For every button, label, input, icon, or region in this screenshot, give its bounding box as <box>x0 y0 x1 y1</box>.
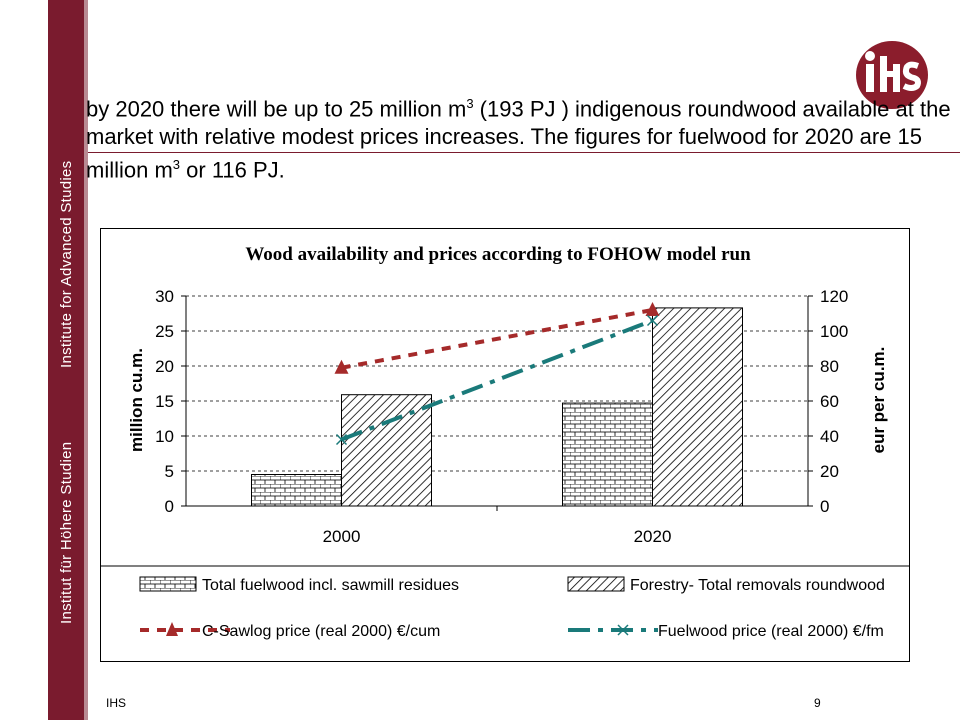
x-tick-label: 2020 <box>634 527 672 546</box>
fuelwood-price-line <box>340 318 654 442</box>
y2-tick-label: 40 <box>820 427 839 446</box>
y-tick-label: 10 <box>155 427 174 446</box>
bar-roundwood-2000 <box>341 394 432 507</box>
footer-label: IHS <box>106 696 127 710</box>
header-divider <box>88 152 960 153</box>
legend-label: Fuelwood price (real 2000) €/fm <box>658 623 884 640</box>
y-tick-label: 5 <box>165 462 174 481</box>
fuelwood-price-marker <box>335 433 348 446</box>
x-tick-label: 2000 <box>323 527 361 546</box>
y-tick-label: 20 <box>155 357 174 376</box>
axes: 0 5 10 15 20 25 30 0 20 40 60 80 100 120 2000 2020 <box>155 287 848 546</box>
y2-tick-label: 0 <box>820 497 829 516</box>
intro-text: by 2020 there will be up to 25 million m… <box>86 96 951 183</box>
legend-label: Total fuelwood incl. sawmill residues <box>202 577 459 594</box>
legend-marker <box>617 624 629 636</box>
legend-swatch <box>139 576 197 592</box>
y2-tick-label: 60 <box>820 392 839 411</box>
bars <box>251 307 743 507</box>
sidebar-text-english: Institute for Advanced Studies <box>58 160 75 368</box>
wood-availability-chart: Wood availability and prices according t… <box>100 228 910 662</box>
legend-swatch <box>567 576 625 592</box>
y-tick-label: 25 <box>155 322 174 341</box>
y-tick-label: 30 <box>155 287 174 306</box>
chart-frame <box>100 228 910 662</box>
y-tick-label: 0 <box>165 497 174 516</box>
page-number: 9 <box>814 696 821 710</box>
sawlog-price-marker <box>334 359 349 374</box>
chart-title: Wood availability and prices according t… <box>245 244 751 265</box>
y2-tick-label: 120 <box>820 287 848 306</box>
y2-tick-label: 20 <box>820 462 839 481</box>
bar-fuelwood-2000 <box>251 474 342 507</box>
y-axis-label: million cu.m. <box>127 348 146 452</box>
legend-marker <box>166 622 178 636</box>
sawlog-price-marker <box>645 302 660 316</box>
legend-label: Forestry- Total removals roundwood <box>630 577 885 594</box>
legend-label: C-Sawlog price (real 2000) €/cum <box>202 623 440 640</box>
price-lines <box>334 302 660 446</box>
sidebar <box>48 0 84 720</box>
y2-tick-label: 80 <box>820 357 839 376</box>
bar-fuelwood-2020 <box>562 402 653 507</box>
bar-roundwood-2020 <box>652 307 743 507</box>
y2-axis-label: eur per cu.m. <box>869 347 888 454</box>
sawlog-price-line <box>341 308 653 370</box>
sidebar-text-german: Institut für Höhere Studien <box>58 441 75 624</box>
fuelwood-price-marker <box>646 314 659 327</box>
sidebar-edge <box>84 0 88 720</box>
y2-tick-label: 100 <box>820 322 848 341</box>
ihs-logo-icon <box>856 41 928 109</box>
legend: Total fuelwood incl. sawmill residues For… <box>139 576 885 640</box>
y-tick-label: 15 <box>155 392 174 411</box>
